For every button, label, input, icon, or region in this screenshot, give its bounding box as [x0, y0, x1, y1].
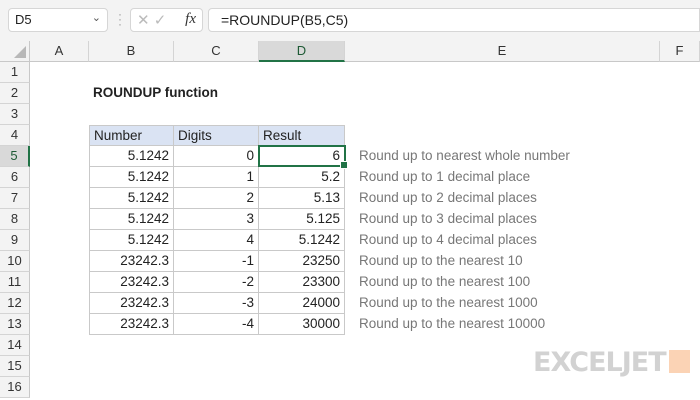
- cell-digits[interactable]: -1: [174, 251, 259, 272]
- confirm-icon[interactable]: ✓: [153, 12, 167, 29]
- cell-note[interactable]: Round up to 3 decimal places: [359, 211, 537, 226]
- row-header-1[interactable]: 1: [0, 62, 30, 83]
- row-header-6[interactable]: 6: [0, 167, 30, 188]
- cell-number[interactable]: 5.1242: [89, 167, 174, 188]
- cell-note[interactable]: Round up to 4 decimal places: [359, 232, 537, 247]
- column-header-c[interactable]: C: [174, 41, 259, 62]
- cell-note[interactable]: Round up to 1 decimal place: [359, 169, 531, 184]
- row-header-15[interactable]: 15: [0, 356, 30, 377]
- row-header-7[interactable]: 7: [0, 188, 30, 209]
- column-header-d[interactable]: D: [259, 41, 345, 62]
- row-header-2[interactable]: 2: [0, 83, 30, 104]
- row-header-14[interactable]: 14: [0, 335, 30, 356]
- cell-number[interactable]: 5.1242: [89, 146, 174, 167]
- cell-result[interactable]: 24000: [259, 293, 345, 314]
- row-header-8[interactable]: 8: [0, 209, 30, 230]
- row-header-4[interactable]: 4: [0, 125, 30, 146]
- table-header-number[interactable]: Number: [89, 125, 174, 146]
- cell-result[interactable]: 23250: [259, 251, 345, 272]
- row-header-3[interactable]: 3: [0, 104, 30, 125]
- cell-number[interactable]: 5.1242: [89, 230, 174, 251]
- column-header-f[interactable]: F: [660, 41, 700, 62]
- row-header-13[interactable]: 13: [0, 314, 30, 335]
- row-header-16[interactable]: 16: [0, 377, 30, 398]
- table-header-digits[interactable]: Digits: [174, 125, 259, 146]
- select-all-button[interactable]: [0, 41, 30, 62]
- cell-number[interactable]: 5.1242: [89, 188, 174, 209]
- chevron-down-icon[interactable]: ⌄: [91, 12, 101, 24]
- cell-number[interactable]: 5.1242: [89, 209, 174, 230]
- name-box[interactable]: D5 ⌄: [8, 8, 108, 32]
- formula-controls: ✕ ✓ fx: [130, 8, 203, 32]
- cell-digits[interactable]: 2: [174, 188, 259, 209]
- cell-note[interactable]: Round up to nearest whole number: [359, 148, 570, 163]
- cell-result[interactable]: 5.125: [259, 209, 345, 230]
- cell-digits[interactable]: 3: [174, 209, 259, 230]
- cell-digits[interactable]: -4: [174, 314, 259, 335]
- cell-number[interactable]: 23242.3: [89, 314, 174, 335]
- row-header-11[interactable]: 11: [0, 272, 30, 293]
- formula-bar: D5 ⌄ · · · ✕ ✓ fx =ROUNDUP(B5,C5): [0, 0, 700, 41]
- cell-number[interactable]: 23242.3: [89, 272, 174, 293]
- column-header-b[interactable]: B: [89, 41, 174, 62]
- cell-digits[interactable]: 0: [174, 146, 259, 167]
- cell-result[interactable]: 5.1242: [259, 230, 345, 251]
- logo-mark-icon: [668, 350, 690, 373]
- cell-note[interactable]: Round up to the nearest 100: [359, 274, 531, 289]
- column-header-e[interactable]: E: [345, 41, 660, 62]
- row-header-5[interactable]: 5: [0, 146, 30, 167]
- cancel-icon[interactable]: ✕: [137, 12, 150, 29]
- row-header-9[interactable]: 9: [0, 230, 30, 251]
- cell-result[interactable]: 5.13: [259, 188, 345, 209]
- row-header-10[interactable]: 10: [0, 251, 30, 272]
- cell-result[interactable]: 5.2: [259, 167, 345, 188]
- cell-note[interactable]: Round up to the nearest 1000: [359, 295, 538, 310]
- row-header-12[interactable]: 12: [0, 293, 30, 314]
- formula-input[interactable]: =ROUNDUP(B5,C5): [208, 8, 700, 32]
- table-header-result[interactable]: Result: [259, 125, 345, 146]
- cell-note[interactable]: Round up to 2 decimal places: [359, 190, 537, 205]
- cell-note[interactable]: Round up to the nearest 10000: [359, 316, 546, 331]
- fx-icon[interactable]: fx: [185, 11, 196, 27]
- cell-result[interactable]: 23300: [259, 272, 345, 293]
- sheet-title: ROUNDUP function: [93, 85, 218, 100]
- cell-result[interactable]: 30000: [259, 314, 345, 335]
- exceljet-logo: EXCELJET: [533, 347, 690, 378]
- cell-note[interactable]: Round up to the nearest 10: [359, 253, 523, 268]
- cell-digits[interactable]: -3: [174, 293, 259, 314]
- drag-handle-icon[interactable]: · · ·: [118, 7, 122, 31]
- active-cell-cursor: [258, 145, 348, 169]
- cell-digits[interactable]: -2: [174, 272, 259, 293]
- column-header-a[interactable]: A: [30, 41, 89, 62]
- cell-number[interactable]: 23242.3: [89, 293, 174, 314]
- cell-number[interactable]: 23242.3: [89, 251, 174, 272]
- name-box-value: D5: [15, 12, 32, 27]
- cell-digits[interactable]: 1: [174, 167, 259, 188]
- cell-digits[interactable]: 4: [174, 230, 259, 251]
